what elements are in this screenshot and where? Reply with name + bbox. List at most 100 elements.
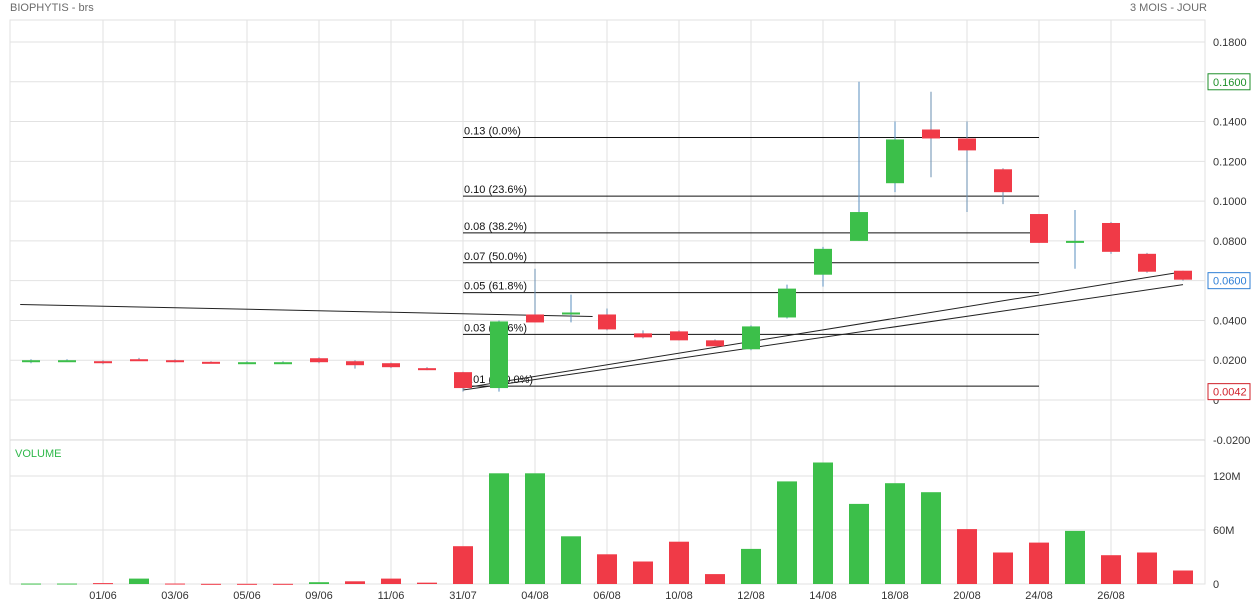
badge-label: 0.1600: [1213, 77, 1247, 89]
candle: [22, 359, 40, 364]
volume-bar: [957, 529, 977, 584]
date-tick-label: 10/08: [665, 590, 693, 602]
fibonacci-retracement: 0.13 (0.0%) 0.10 (23.6%) 0.08 (38.2%) 0.07 …: [463, 125, 1039, 387]
candle-body: [634, 333, 652, 338]
candle-body: [238, 362, 256, 365]
candle: [382, 362, 400, 369]
volume-bar: [1029, 542, 1049, 584]
fib-level-label: 0.05 (61.8%): [464, 281, 527, 293]
price-badges: 0.1600 0.0600 0.0042: [1207, 73, 1251, 401]
candle: [1138, 252, 1156, 273]
candle: [850, 81, 868, 241]
candle: [346, 360, 364, 369]
volume-bar: [165, 583, 185, 585]
badge-label: 0.0600: [1213, 276, 1247, 288]
trendline: [462, 284, 1184, 391]
candle-body: [886, 139, 904, 184]
price-badge-high: 0.1600: [1207, 73, 1251, 91]
candle-body: [850, 212, 868, 241]
candle: [886, 121, 904, 193]
candle: [958, 121, 976, 213]
date-tick-label: 18/08: [881, 590, 909, 602]
date-tick-label: 26/08: [1097, 590, 1125, 602]
volume-bar: [57, 583, 77, 585]
volume-bar: [1101, 555, 1121, 584]
candle-body: [706, 340, 724, 347]
price-tick-label: 0.1400: [1213, 117, 1247, 129]
trendline: [462, 271, 1184, 389]
candle: [994, 168, 1012, 205]
candlestick-series: [22, 81, 1192, 392]
date-tick-label: 11/06: [378, 590, 405, 602]
candle-body: [202, 361, 220, 364]
candle: [166, 359, 184, 363]
volume-bar: [21, 583, 41, 585]
candle: [562, 294, 580, 323]
date-tick-label: 03/06: [161, 590, 189, 602]
candle: [58, 359, 76, 363]
candle: [1030, 214, 1048, 243]
price-tick-label: 0.0200: [1213, 355, 1247, 367]
volume-axis: 120M 60M 0: [1213, 471, 1241, 591]
price-tick-label: -0.0200: [1213, 435, 1250, 447]
badge-box: [1207, 272, 1251, 290]
candle-body: [94, 361, 112, 364]
badge-box: [1207, 383, 1251, 401]
candle: [778, 284, 796, 319]
volume-bar: [1137, 552, 1157, 584]
candle-body: [22, 360, 40, 363]
date-tick-label: 20/08: [953, 590, 981, 602]
fib-level-label: 0.07 (50.0%): [464, 251, 527, 263]
candle-body: [958, 138, 976, 151]
volume-bar: [345, 581, 365, 584]
price-badge-low: 0.0042: [1207, 383, 1251, 401]
volume-bar: [777, 481, 797, 584]
candle-body: [670, 331, 688, 341]
volume-tick-label: 0: [1213, 579, 1219, 591]
candle-body: [742, 326, 760, 350]
volume-title: VOLUME: [15, 448, 61, 460]
candle: [526, 268, 544, 323]
volume-bar: [381, 578, 401, 584]
period-label[interactable]: 3 MOIS - JOUR: [1129, 2, 1207, 14]
fib-level-label: 0.08 (38.2%): [464, 221, 527, 233]
candle: [310, 357, 328, 364]
trendlines: [20, 271, 1184, 391]
candle: [706, 339, 724, 347]
badge-label: 0.0042: [1213, 387, 1247, 399]
volume-tick-label: 120M: [1213, 471, 1241, 483]
volume-bar: [237, 583, 257, 585]
fib-level-label: 0.10 (23.6%): [464, 184, 527, 196]
candle-body: [1066, 240, 1084, 243]
chart-title: BIOPHYTIS - brs: [10, 2, 94, 14]
candle: [274, 361, 292, 365]
candle-body: [454, 372, 472, 389]
volume-bar: [525, 473, 545, 584]
price-tick-label: 0.0800: [1213, 236, 1247, 248]
volume-bar: [417, 582, 437, 584]
candle: [670, 330, 688, 341]
volume-tick-label: 60M: [1213, 525, 1234, 537]
candle-body: [130, 359, 148, 362]
volume-bar: [597, 554, 617, 584]
volume-bar: [129, 578, 149, 584]
date-tick-label: 05/06: [233, 590, 261, 602]
volume-bar: [849, 503, 869, 584]
candle: [1066, 210, 1084, 269]
candle: [1102, 221, 1120, 254]
volume-bar: [453, 546, 473, 584]
date-tick-label: 12/08: [737, 590, 765, 602]
candle: [238, 361, 256, 365]
badge-box: [1207, 73, 1251, 91]
volume-bar: [489, 473, 509, 584]
candle: [490, 320, 508, 392]
volume-bar: [813, 462, 833, 584]
price-tick-label: 0.1200: [1213, 156, 1247, 168]
date-tick-label: 01/06: [89, 590, 117, 602]
candle: [1174, 270, 1192, 281]
candle-body: [418, 368, 436, 371]
candle-body: [346, 361, 364, 366]
candle: [130, 357, 148, 362]
candle-body: [166, 360, 184, 363]
volume-bar: [993, 552, 1013, 584]
